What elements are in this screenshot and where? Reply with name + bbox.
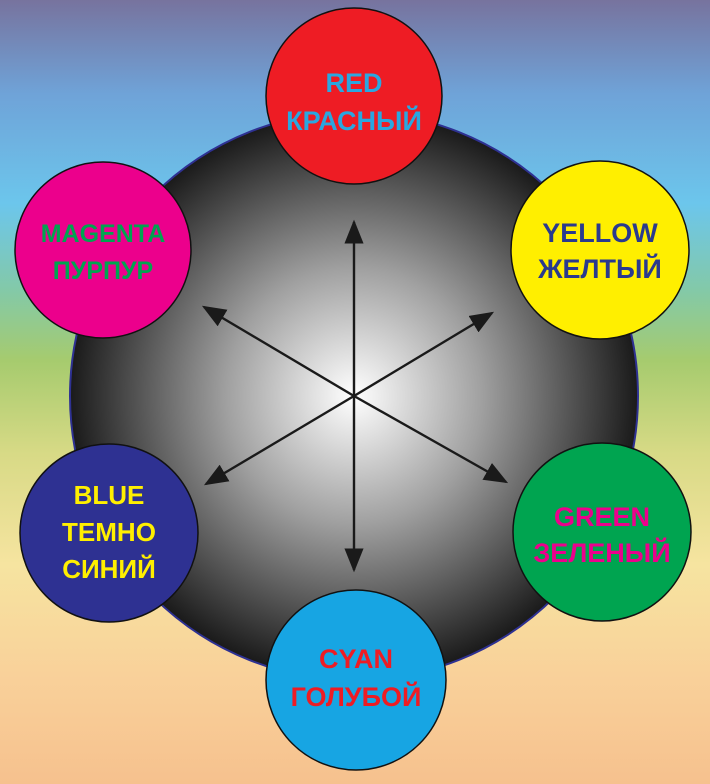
node-blue-circle (19, 443, 199, 623)
node-yellow-label-ru: ЖЕЛТЫЙ (537, 253, 662, 284)
node-yellow: YELLOW ЖЕЛТЫЙ (510, 160, 690, 340)
node-blue-label-en: BLUE (74, 480, 145, 510)
arrow-to-blue (203, 394, 355, 486)
node-cyan: CYAN ГОЛУБОЙ (265, 589, 447, 771)
node-green-label-ru: ЗЕЛЕНЫЙ (533, 537, 670, 568)
arrows-group (201, 219, 509, 573)
node-yellow-label-en: YELLOW (542, 218, 658, 248)
node-green-circle (512, 442, 692, 622)
node-red-circle (265, 7, 443, 185)
node-blue: BLUE ТЕМНО СИНИЙ (19, 443, 199, 623)
arrow-to-green (353, 394, 509, 484)
node-cyan-circle (265, 589, 447, 771)
node-blue-label-ru-1: ТЕМНО (62, 517, 156, 547)
node-green: GREEN ЗЕЛЕНЫЙ (512, 442, 692, 622)
node-blue-label-ru-2: СИНИЙ (62, 554, 156, 584)
node-red-label-en: RED (325, 68, 382, 98)
node-magenta-circle (14, 161, 192, 339)
node-red: RED КРАСНЫЙ (265, 7, 443, 185)
arrow-to-magenta (201, 305, 355, 398)
node-yellow-circle (510, 160, 690, 340)
node-red-label-ru: КРАСНЫЙ (286, 105, 422, 136)
node-magenta-label-en: MAGENTA (41, 220, 166, 248)
node-cyan-label-ru: ГОЛУБОЙ (291, 681, 422, 712)
node-cyan-label-en: CYAN (319, 644, 393, 674)
arrow-to-yellow (353, 311, 495, 398)
node-green-label-en: GREEN (554, 502, 650, 532)
node-magenta: MAGENTA ПУРПУР (14, 161, 192, 339)
node-magenta-label-ru: ПУРПУР (53, 257, 153, 285)
